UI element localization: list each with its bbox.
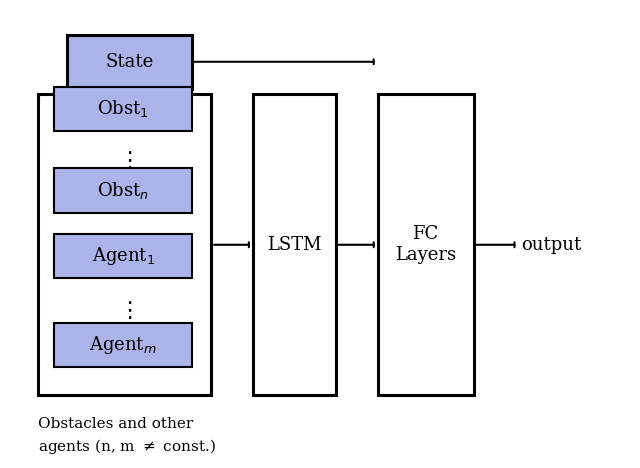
Text: State: State — [106, 53, 154, 71]
Bar — [253, 94, 336, 395]
Text: output: output — [522, 236, 582, 254]
Text: Agent$_1$: Agent$_1$ — [92, 245, 155, 267]
Text: Obstacles and other: Obstacles and other — [38, 417, 194, 431]
Text: Agent$_m$: Agent$_m$ — [90, 334, 157, 356]
Text: $\vdots$: $\vdots$ — [118, 150, 132, 172]
Text: Obst$_n$: Obst$_n$ — [97, 180, 149, 201]
Bar — [54, 87, 192, 131]
Text: agents (n, m $\neq$ const.): agents (n, m $\neq$ const.) — [38, 438, 216, 456]
Text: Obst$_1$: Obst$_1$ — [97, 98, 149, 119]
Bar — [54, 234, 192, 278]
Text: $\vdots$: $\vdots$ — [118, 300, 132, 322]
Text: LSTM: LSTM — [267, 235, 322, 254]
Bar — [54, 323, 192, 367]
Bar — [378, 94, 474, 395]
Bar — [54, 168, 192, 213]
Text: FC
Layers: FC Layers — [395, 225, 456, 264]
Bar — [67, 35, 192, 89]
Bar — [38, 94, 211, 395]
